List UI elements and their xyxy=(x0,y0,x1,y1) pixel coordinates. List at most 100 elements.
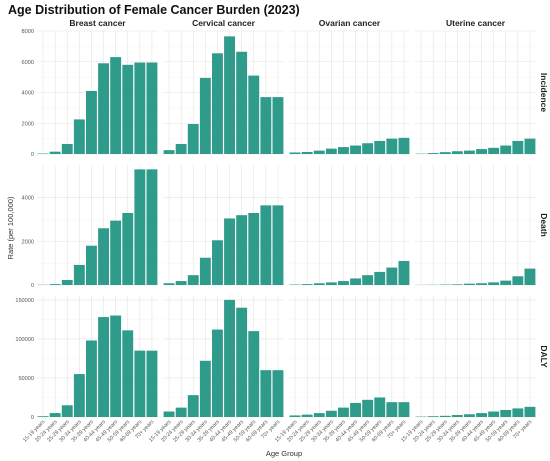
bar-uterine-cancer-45-49-years xyxy=(488,147,500,154)
panel-incidence-ovarian-cancer xyxy=(289,30,410,155)
bar-uterine-cancer-20-24-years xyxy=(427,416,439,417)
y-axis-label: Rate (per 100,000) xyxy=(6,196,15,259)
bar-uterine-cancer-70-years xyxy=(524,138,536,154)
bar-ovarian-cancer-50-59-years xyxy=(374,271,386,285)
row-label-incidence: Incidence xyxy=(539,73,549,112)
column-label-ovarian-cancer: Ovarian cancer xyxy=(319,18,381,28)
bar-breast-cancer-20-24-years xyxy=(49,413,61,417)
bar-ovarian-cancer-60-69-years xyxy=(386,402,398,417)
bar-uterine-cancer-60-69-years xyxy=(512,408,524,417)
bar-uterine-cancer-35-39-years xyxy=(464,414,475,417)
bar-ovarian-cancer-30-34-years xyxy=(325,282,337,285)
y-tick-label: 2000 xyxy=(22,239,34,245)
bar-breast-cancer-45-49-years xyxy=(110,220,122,285)
bar-ovarian-cancer-30-34-years xyxy=(325,148,337,154)
bar-ovarian-cancer-20-24-years xyxy=(301,152,313,154)
bar-uterine-cancer-20-24-years xyxy=(427,153,439,154)
bar-breast-cancer-15-19-years xyxy=(37,416,49,417)
bar-uterine-cancer-30-34-years xyxy=(451,151,463,154)
bar-ovarian-cancer-50-59-years xyxy=(374,140,386,154)
bar-cervical-cancer-50-59-years xyxy=(248,213,260,285)
bar-breast-cancer-20-24-years xyxy=(49,284,61,285)
bar-uterine-cancer-30-34-years xyxy=(451,415,463,417)
bar-ovarian-cancer-25-29-years xyxy=(313,283,325,285)
bar-ovarian-cancer-20-24-years xyxy=(301,414,313,417)
bar-cervical-cancer-45-49-years xyxy=(236,215,248,285)
column-label-uterine-cancer: Uterine cancer xyxy=(446,18,506,28)
y-tick-label: 4000 xyxy=(22,91,34,97)
bar-ovarian-cancer-40-44-years xyxy=(350,278,361,285)
bar-uterine-cancer-25-29-years xyxy=(439,415,451,417)
bar-breast-cancer-30-34-years xyxy=(73,264,85,285)
bar-uterine-cancer-50-59-years xyxy=(500,145,512,154)
bar-ovarian-cancer-40-44-years xyxy=(350,402,361,417)
bar-breast-cancer-70-years xyxy=(146,169,158,285)
bar-uterine-cancer-40-44-years xyxy=(476,413,487,417)
y-tick-label: 0 xyxy=(31,152,34,158)
bar-breast-cancer-20-24-years xyxy=(49,151,61,154)
bar-uterine-cancer-45-49-years xyxy=(488,282,500,285)
bar-cervical-cancer-40-44-years xyxy=(224,299,235,417)
bar-cervical-cancer-30-34-years xyxy=(199,360,211,417)
y-tick-label: 8000 xyxy=(22,29,34,35)
bar-ovarian-cancer-35-39-years xyxy=(338,147,349,154)
y-tick-label: 100000 xyxy=(15,337,34,343)
bar-breast-cancer-45-49-years xyxy=(110,57,122,155)
bar-uterine-cancer-60-69-years xyxy=(512,140,524,154)
bar-cervical-cancer-40-44-years xyxy=(224,36,235,154)
bar-breast-cancer-70-years xyxy=(146,350,158,417)
bar-uterine-cancer-35-39-years xyxy=(464,283,475,285)
bar-ovarian-cancer-35-39-years xyxy=(338,281,349,285)
bar-cervical-cancer-15-19-years xyxy=(163,411,175,417)
bar-cervical-cancer-50-59-years xyxy=(248,75,260,154)
bar-cervical-cancer-20-24-years xyxy=(175,407,187,417)
bar-breast-cancer-40-44-years xyxy=(98,63,109,154)
bar-cervical-cancer-60-69-years xyxy=(260,370,272,417)
y-tick-label: 50000 xyxy=(18,376,34,382)
panel-death-ovarian-cancer xyxy=(289,165,410,286)
y-tick-label: 2000 xyxy=(22,121,34,127)
bar-ovarian-cancer-45-49-years xyxy=(362,143,374,154)
bar-breast-cancer-25-29-years xyxy=(61,279,73,285)
panel-incidence-breast-cancer: 0 2000 4000 6000 8000 xyxy=(22,29,158,158)
bar-breast-cancer-35-39-years xyxy=(86,90,97,154)
bar-uterine-cancer-35-39-years xyxy=(464,150,475,154)
bar-cervical-cancer-50-59-years xyxy=(248,331,260,417)
panel-incidence-cervical-cancer xyxy=(163,30,284,155)
row-label-death: Death xyxy=(539,213,549,237)
bar-breast-cancer-60-69-years xyxy=(134,350,146,417)
bar-cervical-cancer-25-29-years xyxy=(187,124,199,154)
bar-ovarian-cancer-50-59-years xyxy=(374,397,386,417)
bar-ovarian-cancer-40-44-years xyxy=(350,145,361,154)
bar-cervical-cancer-30-34-years xyxy=(199,257,211,285)
bar-uterine-cancer-70-years xyxy=(524,268,536,285)
column-label-cervical-cancer: Cervical cancer xyxy=(192,18,256,28)
bar-breast-cancer-25-29-years xyxy=(61,144,73,154)
y-tick-label: 4000 xyxy=(22,196,34,202)
bar-ovarian-cancer-60-69-years xyxy=(386,267,398,285)
bar-breast-cancer-40-44-years xyxy=(98,317,109,417)
bar-cervical-cancer-25-29-years xyxy=(187,395,199,417)
bar-ovarian-cancer-70-years xyxy=(398,137,410,154)
bar-ovarian-cancer-25-29-years xyxy=(313,150,325,154)
column-label-breast-cancer: Breast cancer xyxy=(69,18,126,28)
bar-cervical-cancer-60-69-years xyxy=(260,205,272,285)
bar-breast-cancer-45-49-years xyxy=(110,315,122,417)
bar-ovarian-cancer-60-69-years xyxy=(386,138,398,154)
bar-breast-cancer-30-34-years xyxy=(73,119,85,154)
bar-ovarian-cancer-25-29-years xyxy=(313,413,325,417)
panel-death-uterine-cancer xyxy=(415,165,536,286)
bar-uterine-cancer-45-49-years xyxy=(488,411,500,417)
row-label-daly: DALY xyxy=(539,345,549,368)
y-tick-label: 150000 xyxy=(15,298,34,304)
bar-cervical-cancer-45-49-years xyxy=(236,307,248,417)
bar-cervical-cancer-60-69-years xyxy=(260,97,272,154)
bar-cervical-cancer-20-24-years xyxy=(175,144,187,154)
bar-ovarian-cancer-70-years xyxy=(398,402,410,417)
bar-breast-cancer-60-69-years xyxy=(134,169,146,285)
panel-death-cervical-cancer xyxy=(163,165,284,286)
